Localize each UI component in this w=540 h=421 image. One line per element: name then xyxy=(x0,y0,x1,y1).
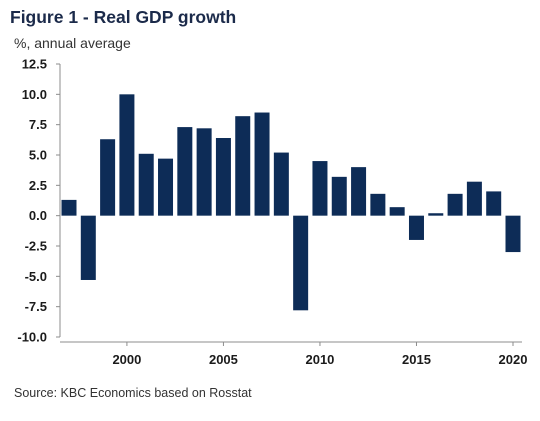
chart-title: Figure 1 - Real GDP growth xyxy=(10,7,237,27)
x-tick-label: 2020 xyxy=(499,352,528,367)
bar-1998 xyxy=(80,215,96,280)
bar-2018 xyxy=(466,181,482,216)
bar-2014 xyxy=(389,207,405,216)
y-tick-label: 2.5 xyxy=(29,178,47,193)
bar-2013 xyxy=(370,193,386,216)
y-tick-label: 5.0 xyxy=(29,148,47,163)
bar-2012 xyxy=(351,167,367,216)
bar-2006 xyxy=(235,116,251,216)
x-tick-label: 2015 xyxy=(402,352,431,367)
y-tick-label: -2.5 xyxy=(25,239,47,254)
x-tick-label: 2005 xyxy=(209,352,238,367)
y-tick-label: -7.5 xyxy=(25,299,47,314)
bar-2005 xyxy=(215,138,231,216)
bar-2004 xyxy=(196,128,212,216)
bar-2015 xyxy=(408,215,424,240)
y-tick-label: 0.0 xyxy=(29,208,47,223)
bar-2019 xyxy=(486,191,502,216)
x-tick-label: 2000 xyxy=(112,352,141,367)
x-tick-label: 2010 xyxy=(305,352,334,367)
y-tick-label: -10.0 xyxy=(17,330,47,345)
chart-subtitle: %, annual average xyxy=(14,35,131,51)
y-tick-label: 10.0 xyxy=(22,87,47,102)
bar-2007 xyxy=(254,112,270,216)
y-tick-label: -5.0 xyxy=(25,269,47,284)
bar-2001 xyxy=(138,153,154,216)
y-tick-label: 12.5 xyxy=(22,57,47,72)
bar-2009 xyxy=(293,215,309,311)
bar-2017 xyxy=(447,193,463,216)
bar-2000 xyxy=(119,94,135,216)
source-note: Source: KBC Economics based on Rosstat xyxy=(14,386,252,400)
bar-1997 xyxy=(61,199,77,216)
bar-2003 xyxy=(177,127,193,216)
y-tick-label: 7.5 xyxy=(29,117,47,132)
bar-2016 xyxy=(428,213,444,216)
bar-2002 xyxy=(158,158,174,216)
bar-2020 xyxy=(505,215,521,253)
bar-1999 xyxy=(100,139,116,216)
bar-2010 xyxy=(312,161,328,216)
bar-2011 xyxy=(331,176,347,216)
bar-2008 xyxy=(273,152,289,216)
